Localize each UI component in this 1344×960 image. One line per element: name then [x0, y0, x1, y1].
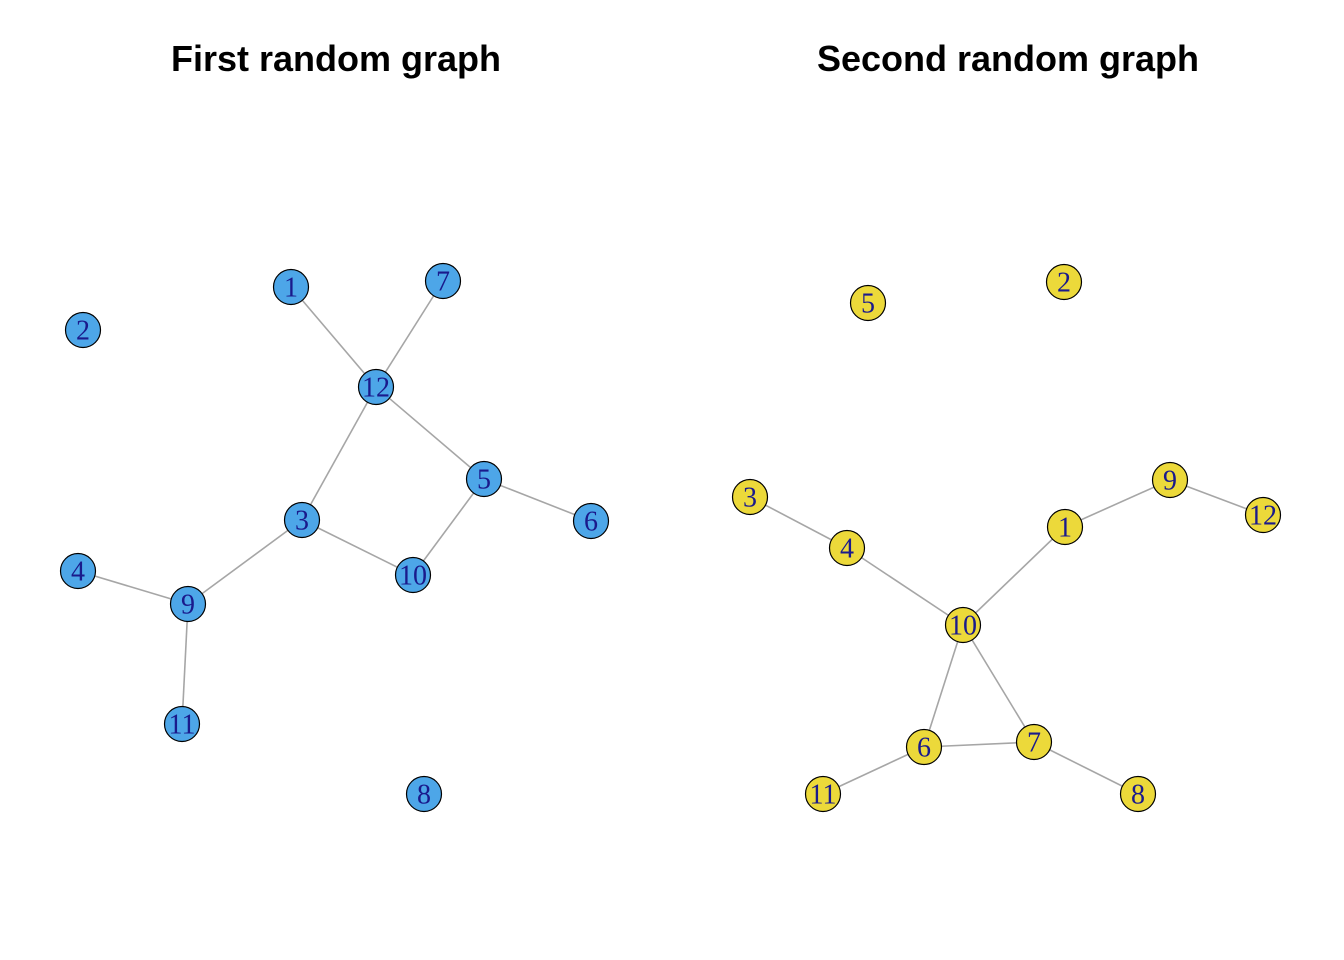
second-node-label-1: 1: [1058, 513, 1072, 544]
first-node-label-2: 2: [76, 316, 90, 347]
first-node-label-4: 4: [71, 557, 85, 588]
first-node-11: [163, 705, 201, 743]
first-edge-12-3: [301, 386, 377, 521]
second-node-3: [731, 478, 769, 516]
second-node-label-8: 8: [1131, 780, 1145, 811]
first-node-label-3: 3: [295, 506, 309, 537]
second-edge-3-4: [749, 496, 848, 549]
first-node-7: [424, 262, 462, 300]
second-node-6: [905, 728, 943, 766]
first-node-label-11: 11: [169, 710, 196, 741]
first-node-5: [465, 460, 503, 498]
second-edge-4-10: [846, 547, 964, 626]
first-edge-12-5: [375, 386, 485, 480]
second-node-5: [849, 284, 887, 322]
second-node-label-12: 12: [1249, 501, 1277, 532]
second-edge-1-9: [1064, 479, 1171, 528]
first-node-label-7: 7: [436, 267, 450, 298]
second-node-1: [1046, 508, 1084, 546]
first-node-label-9: 9: [181, 590, 195, 621]
second-node-label-11: 11: [810, 780, 837, 811]
first-edge-7-12: [375, 280, 444, 388]
first-node-label-8: 8: [417, 780, 431, 811]
first-node-label-5: 5: [477, 465, 491, 496]
second-edge-6-11: [822, 746, 925, 795]
second-edge-10-6: [923, 624, 964, 748]
first-edge-3-9: [187, 519, 303, 605]
first-edge-4-9: [77, 570, 189, 605]
first-node-10: [394, 556, 432, 594]
second-node-10: [944, 606, 982, 644]
second-graph-title: Second random graph: [816, 38, 1200, 79]
second-edge-10-1: [962, 526, 1066, 626]
second-node-label-3: 3: [743, 483, 757, 514]
second-node-2: [1045, 263, 1083, 301]
second-node-label-9: 9: [1163, 466, 1177, 497]
second-edge-6-7: [923, 741, 1035, 748]
first-node-label-10: 10: [399, 561, 427, 592]
first-node-4: [59, 552, 97, 590]
first-node-9: [169, 585, 207, 623]
first-node-6: [572, 502, 610, 540]
second-node-label-2: 2: [1057, 268, 1071, 299]
first-node-2: [64, 311, 102, 349]
second-node-label-7: 7: [1027, 728, 1041, 759]
second-node-label-5: 5: [861, 289, 875, 320]
first-edge-1-12: [290, 286, 377, 388]
second-node-label-6: 6: [917, 733, 931, 764]
second-node-label-4: 4: [840, 534, 854, 565]
second-node-7: [1015, 723, 1053, 761]
second-node-9: [1151, 461, 1189, 499]
first-node-1: [272, 268, 310, 306]
second-edge-10-7: [962, 624, 1035, 743]
first-node-label-1: 1: [284, 273, 298, 304]
second-node-4: [828, 529, 866, 567]
second-node-12: [1244, 496, 1282, 534]
first-node-3: [283, 501, 321, 539]
first-node-12: [357, 368, 395, 406]
first-node-8: [405, 775, 443, 813]
second-node-8: [1119, 775, 1157, 813]
first-graph-title: First random graph: [170, 38, 502, 79]
second-node-label-10: 10: [949, 611, 977, 642]
second-edge-7-8: [1033, 741, 1139, 795]
first-edge-5-10: [412, 478, 485, 576]
first-node-label-6: 6: [584, 507, 598, 538]
second-node-11: [804, 775, 842, 813]
first-edge-5-6: [483, 478, 592, 522]
first-edge-3-10: [301, 519, 414, 576]
first-edge-9-11: [181, 603, 189, 725]
first-node-label-12: 12: [362, 373, 390, 404]
